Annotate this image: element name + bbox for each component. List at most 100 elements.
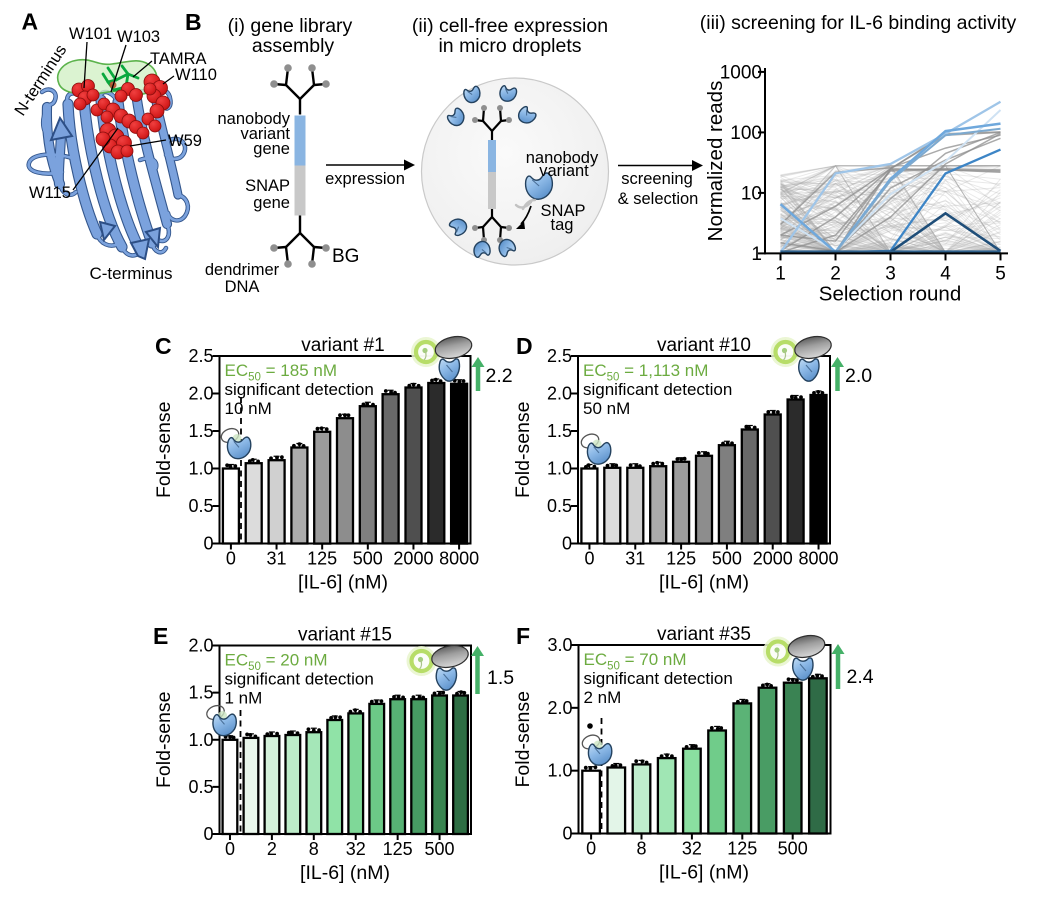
svg-text:125: 125 [383,839,413,859]
svg-text:2.2: 2.2 [486,365,513,387]
svg-text:dendrimer: dendrimer [205,261,280,279]
svg-text:& selection: & selection [618,190,699,208]
svg-text:1.0: 1.0 [547,761,572,781]
svg-text:100: 100 [730,123,762,144]
svg-text:W59: W59 [168,132,202,150]
svg-text:W110: W110 [175,66,217,84]
svg-text:expression: expression [325,170,405,188]
svg-text:0: 0 [586,839,596,859]
svg-text:B: B [185,9,202,35]
svg-text:variant #15: variant #15 [298,625,392,646]
svg-text:125: 125 [666,549,696,569]
svg-text:Fold-sense: Fold-sense [512,402,534,498]
svg-text:A: A [22,9,39,35]
svg-text:0: 0 [203,824,213,844]
svg-text:2.0: 2.0 [547,698,572,718]
svg-text:3.0: 3.0 [547,635,572,655]
svg-text:2.0: 2.0 [188,636,213,656]
svg-text:4: 4 [940,263,951,284]
svg-text:5: 5 [995,263,1006,284]
svg-text:D: D [516,333,533,359]
svg-text:Fold-sense: Fold-sense [153,402,175,498]
svg-text:Selection round: Selection round [819,282,961,305]
svg-text:variant: variant [539,162,589,180]
svg-text:significant detection: significant detection [584,669,733,688]
svg-text:significant detection: significant detection [583,380,732,399]
svg-text:gene: gene [253,140,290,158]
svg-text:500: 500 [425,839,455,859]
svg-text:in micro droplets: in micro droplets [438,35,581,57]
svg-text:1: 1 [751,244,762,265]
svg-text:Fold-sense: Fold-sense [153,692,175,788]
svg-text:0: 0 [584,549,594,569]
svg-text:variant #1: variant #1 [301,335,384,356]
svg-text:(iii) screening for IL-6 bindi: (iii) screening for IL-6 binding activit… [700,12,1017,34]
svg-text:1.5: 1.5 [188,421,213,441]
svg-text:assembly: assembly [252,35,335,57]
svg-text:31: 31 [625,549,645,569]
svg-text:125: 125 [307,549,337,569]
svg-text:125: 125 [727,839,757,859]
svg-text:0.5: 0.5 [547,496,572,516]
svg-text:1.0: 1.0 [547,459,572,479]
svg-text:2000: 2000 [393,549,433,569]
svg-text:DNA: DNA [225,278,260,296]
svg-text:W101: W101 [69,25,112,43]
svg-text:significant detection: significant detection [225,380,374,399]
svg-text:8000: 8000 [439,549,479,569]
svg-text:1000: 1000 [720,62,762,83]
svg-text:8: 8 [309,839,319,859]
svg-text:2: 2 [267,839,277,859]
svg-text:2.0: 2.0 [547,384,572,404]
svg-text:screening: screening [621,170,693,188]
svg-text:[IL-6] (nM): [IL-6] (nM) [659,572,749,594]
svg-text:32: 32 [346,839,366,859]
svg-text:50 nM: 50 nM [583,399,630,418]
svg-text:1: 1 [775,263,786,284]
svg-text:0: 0 [562,534,572,554]
svg-text:variant: variant [240,125,290,143]
svg-text:W103: W103 [117,28,160,46]
svg-text:TAMRA: TAMRA [150,50,207,68]
svg-text:2.0: 2.0 [845,365,872,387]
svg-text:3: 3 [885,263,896,284]
svg-text:500: 500 [778,839,808,859]
svg-text:nanobody: nanobody [218,110,291,128]
svg-text:1.0: 1.0 [188,730,213,750]
svg-text:2.5: 2.5 [188,346,213,366]
svg-text:1.5: 1.5 [188,683,213,703]
svg-text:SNAP: SNAP [245,177,290,195]
svg-text:500: 500 [712,549,742,569]
svg-text:2000: 2000 [753,549,793,569]
svg-text:C-terminus: C-terminus [89,264,172,283]
svg-text:0.5: 0.5 [188,777,213,797]
svg-text:E: E [153,623,168,649]
svg-text:500: 500 [353,549,383,569]
svg-text:variant #10: variant #10 [657,335,751,356]
svg-text:gene: gene [253,194,290,212]
svg-text:[IL-6] (nM): [IL-6] (nM) [300,862,390,884]
svg-text:0: 0 [226,549,236,569]
svg-text:0: 0 [225,839,235,859]
svg-text:[IL-6] (nM): [IL-6] (nM) [298,572,388,594]
svg-text:1 nM: 1 nM [225,689,263,708]
svg-text:2.4: 2.4 [847,666,874,688]
svg-text:0: 0 [562,824,572,844]
svg-text:tag: tag [551,216,574,234]
svg-text:(ii) cell-free expression: (ii) cell-free expression [412,15,608,37]
svg-text:W115: W115 [29,184,71,202]
svg-text:2: 2 [830,263,841,284]
svg-text:Normalized reads: Normalized reads [704,81,727,242]
svg-text:2 nM: 2 nM [584,688,622,707]
svg-text:10 nM: 10 nM [225,399,272,418]
svg-text:2.5: 2.5 [547,346,572,366]
svg-text:SNAP: SNAP [541,202,586,220]
svg-text:variant #35: variant #35 [657,624,751,645]
svg-text:nanobody: nanobody [526,149,599,167]
svg-text:BG: BG [332,246,359,267]
svg-text:0.5: 0.5 [188,496,213,516]
svg-text:2.0: 2.0 [188,384,213,404]
svg-text:[IL-6] (nM): [IL-6] (nM) [659,862,749,884]
svg-text:1.5: 1.5 [487,667,514,689]
svg-text:(i) gene library: (i) gene library [228,15,353,37]
